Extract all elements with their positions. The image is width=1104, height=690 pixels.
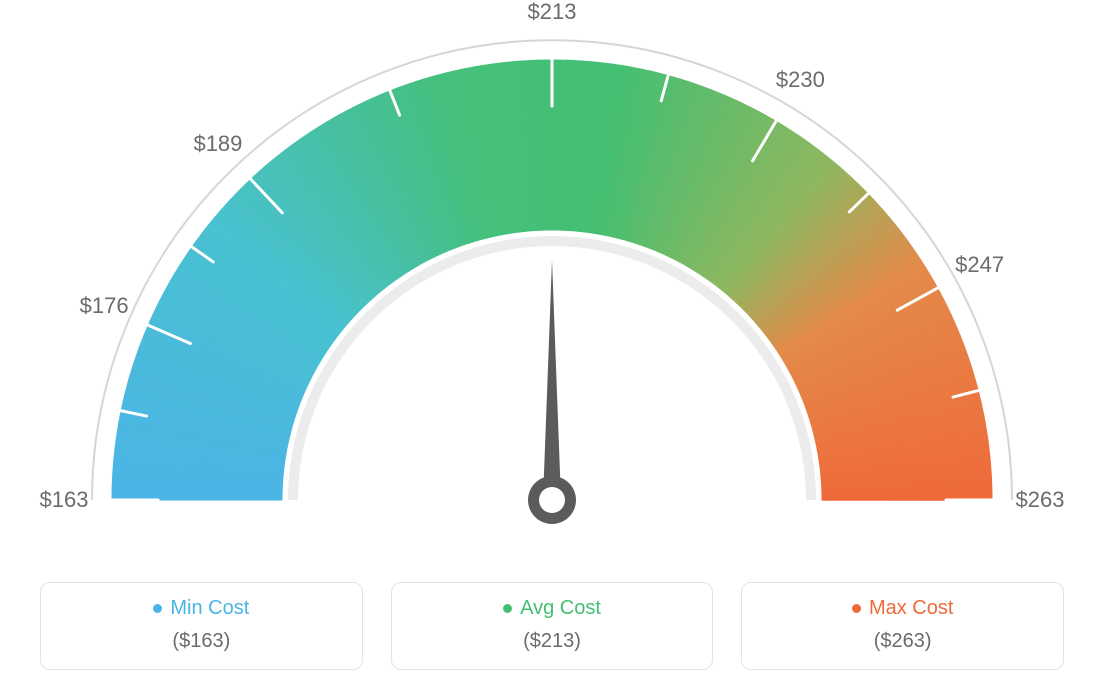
gauge-tick-label: $213 [528, 0, 577, 25]
gauge-tick-label: $176 [80, 293, 129, 319]
dot-icon [503, 604, 512, 613]
gauge-tick-label: $263 [1016, 487, 1065, 513]
legend-label: Max Cost [869, 597, 953, 620]
dot-icon [852, 604, 861, 613]
legend-value-max: ($263) [752, 630, 1053, 653]
gauge-tick-label: $189 [193, 131, 242, 157]
legend-label: Avg Cost [520, 597, 601, 620]
legend-title-avg: Avg Cost [503, 597, 601, 620]
gauge-svg [0, 0, 1104, 560]
legend-row: Min Cost ($163) Avg Cost ($213) Max Cost… [0, 582, 1104, 670]
legend-label: Min Cost [170, 597, 249, 620]
legend-value-avg: ($213) [402, 630, 703, 653]
legend-card-min: Min Cost ($163) [40, 582, 363, 670]
legend-value-min: ($163) [51, 630, 352, 653]
legend-card-avg: Avg Cost ($213) [391, 582, 714, 670]
cost-gauge: $163 $176 $189 $213 $230 $247 $263 [0, 0, 1104, 560]
dot-icon [153, 604, 162, 613]
legend-title-max: Max Cost [852, 597, 953, 620]
gauge-tick-label: $163 [40, 487, 89, 513]
gauge-tick-label: $230 [776, 67, 825, 93]
gauge-tick-label: $247 [955, 252, 1004, 278]
legend-card-max: Max Cost ($263) [741, 582, 1064, 670]
legend-title-min: Min Cost [153, 597, 249, 620]
